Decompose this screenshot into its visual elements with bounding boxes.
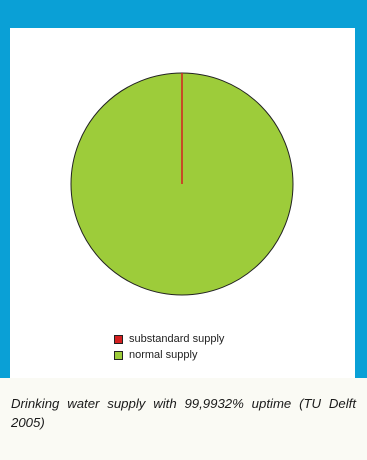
caption-area: Drinking water supply with 99,9932% upti…	[0, 378, 367, 460]
pie-chart	[70, 72, 294, 296]
legend-label-normal: normal supply	[129, 349, 198, 361]
pie-slices	[70, 72, 294, 296]
figure-caption: Drinking water supply with 99,9932% upti…	[11, 396, 356, 430]
legend-swatch-normal	[114, 350, 123, 360]
legend-item-substandard-supply: substandard supply	[114, 331, 224, 347]
legend-label-substandard: substandard supply	[129, 333, 225, 345]
legend-item-normal-supply: normal supply	[114, 347, 224, 363]
chart-legend: substandard supply normal supply	[114, 331, 224, 363]
chart-panel: substandard supply normal supply	[10, 28, 355, 378]
legend-swatch-substandard	[114, 334, 123, 344]
